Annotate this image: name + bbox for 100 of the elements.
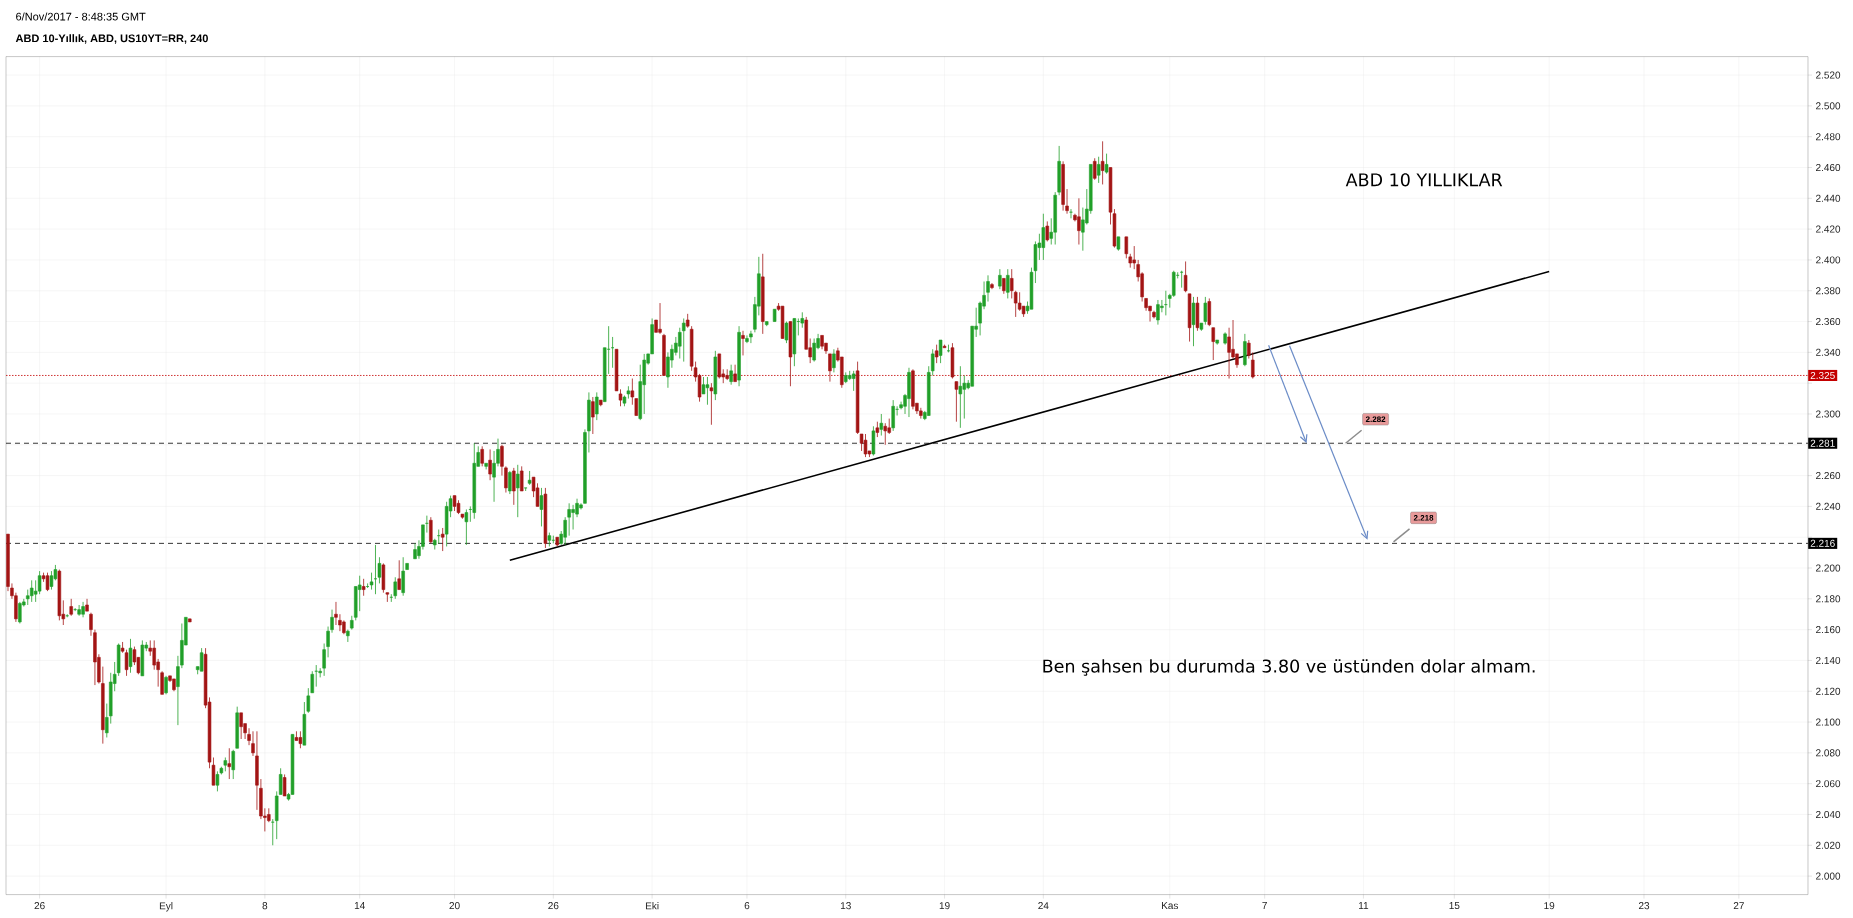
candlestick (792, 318, 797, 367)
candlestick (591, 396, 595, 435)
annotation: 2.218 (1413, 515, 1434, 521)
y-tick-label: 2.120 (1816, 687, 1841, 695)
candlestick (725, 368, 729, 381)
y-tick-label: 2.000 (1816, 872, 1841, 880)
candlestick (523, 487, 528, 492)
y-tick-label: 2.380 (1816, 287, 1841, 295)
candlestick (69, 598, 73, 617)
candlestick (764, 321, 769, 327)
candlestick (199, 647, 204, 672)
x-tick-label: Eyl (159, 902, 173, 912)
candlestick (278, 767, 283, 795)
candlestick (274, 790, 279, 840)
y-tick-label: 2.240 (1816, 502, 1841, 510)
y-tick-label: 2.200 (1816, 564, 1841, 572)
candlestick (950, 342, 955, 379)
candlestick (456, 499, 461, 515)
y-tick-label: 2.100 (1816, 718, 1841, 726)
candlestick (934, 344, 939, 364)
chart-title: ABD 10-Yıllık, ABD, US10YT=RR, 240 (15, 34, 208, 44)
candlestick (1215, 339, 1219, 346)
candlestick (152, 640, 156, 671)
candlestick (1191, 296, 1196, 347)
y-tick-label: 2.300 (1816, 410, 1841, 418)
x-tick-label: 26 (548, 902, 559, 910)
candlestick (863, 433, 868, 458)
candlestick (235, 706, 239, 749)
candlestick (188, 618, 192, 623)
ref-line-label: 2.325 (1810, 371, 1835, 379)
y-tick-label: 2.400 (1816, 256, 1841, 264)
x-tick-label: 23 (1638, 902, 1650, 910)
x-tick-label: 11 (1359, 902, 1369, 909)
candlestick (519, 465, 524, 492)
annotation: ABD 10 YILLIKLAR (1345, 173, 1503, 187)
candlestick (879, 413, 884, 436)
candlestick (784, 321, 789, 344)
candlestick (555, 536, 559, 547)
x-tick-label: Kas (1161, 902, 1179, 910)
y-tick-label: 2.040 (1816, 810, 1841, 819)
candlestick (705, 376, 710, 406)
y-tick-label: 2.060 (1816, 780, 1841, 788)
y-tick-label: 2.460 (1816, 163, 1841, 172)
candlestick (954, 381, 959, 423)
candlestick (361, 578, 366, 597)
candlestick (1116, 236, 1121, 252)
candlestick (938, 339, 943, 364)
x-tick-label: 24 (1038, 902, 1049, 910)
candlestick (709, 382, 714, 426)
candlestick (397, 559, 401, 590)
x-tick-label: 6 (744, 902, 750, 910)
candlestick (1187, 293, 1192, 342)
candlestick (452, 495, 457, 512)
candlestick (875, 421, 880, 438)
candlestick (780, 305, 785, 339)
y-tick-label: 2.440 (1816, 194, 1841, 202)
candlestick (717, 353, 722, 379)
candlestick (788, 321, 793, 387)
y-tick-label: 2.360 (1816, 318, 1841, 326)
y-tick-label: 2.260 (1816, 472, 1841, 480)
candlestick (227, 747, 232, 780)
candlestick (1203, 296, 1208, 326)
candlestick (772, 308, 777, 322)
candlestick (729, 364, 733, 386)
candlestick (223, 757, 228, 772)
y-tick-label: 2.160 (1816, 626, 1841, 634)
candlestick (682, 318, 686, 362)
y-tick-label: 2.140 (1816, 656, 1841, 664)
candlestick (942, 344, 947, 349)
y-tick-label: 2.020 (1816, 841, 1841, 849)
ref-line-label: 2.281 (1810, 439, 1835, 447)
y-tick-label: 2.480 (1816, 133, 1841, 141)
y-tick-label: 2.500 (1816, 102, 1841, 110)
x-tick-label: 19 (939, 902, 950, 910)
x-tick-label: 26 (34, 902, 45, 910)
candlestick (18, 601, 22, 624)
ref-line-label: 2.216 (1810, 539, 1835, 547)
candlestick (516, 464, 520, 518)
candlestick (480, 445, 484, 467)
x-tick-label: 20 (449, 902, 460, 910)
candlestick (298, 730, 303, 749)
x-tick-label: 7 (1262, 902, 1267, 909)
candlestick (1104, 153, 1109, 175)
candlestick (851, 370, 856, 392)
chart-subtitle: 6/Nov/2017 - 8:48:35 GMT (16, 12, 146, 21)
candlestick (871, 425, 876, 456)
candlestick (1045, 221, 1050, 242)
candlestick (128, 638, 133, 674)
candlestick (381, 562, 386, 594)
candlestick (1199, 322, 1204, 332)
candlestick (1092, 157, 1097, 181)
candlestick (1211, 327, 1215, 361)
candlestick (1013, 290, 1018, 318)
candlestick (393, 576, 397, 600)
candlestick (919, 407, 923, 419)
x-tick-label: 15 (1449, 902, 1460, 910)
candlestick (401, 556, 405, 597)
candlestick (294, 730, 299, 741)
candlestick (539, 487, 544, 527)
candlestick (599, 399, 603, 407)
